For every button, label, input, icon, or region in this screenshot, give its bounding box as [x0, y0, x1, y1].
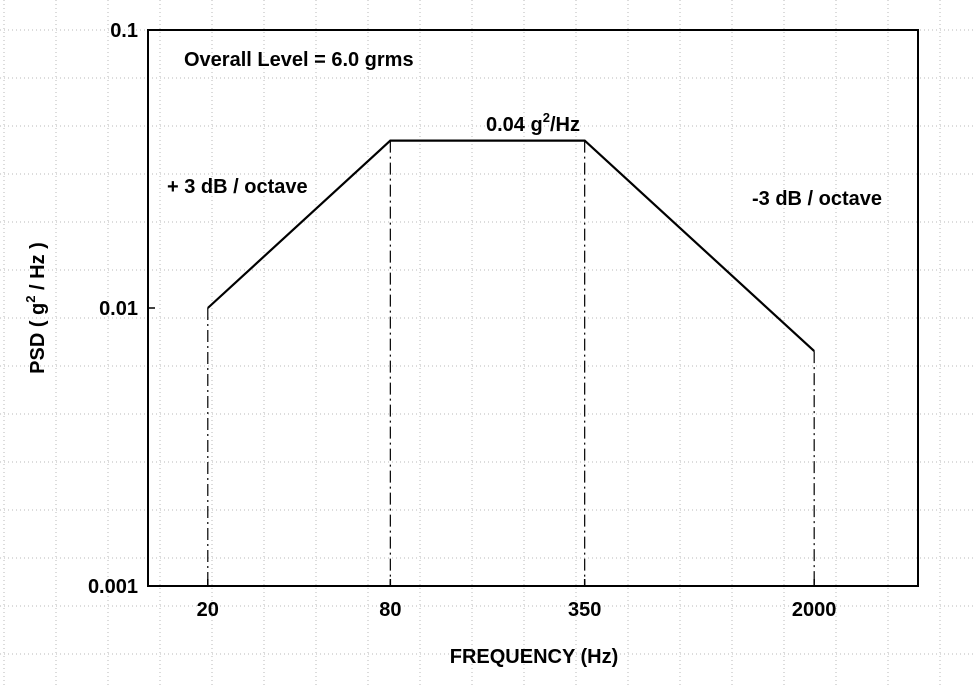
x-tick-label: 80 [379, 599, 401, 621]
x-tick-label: 2000 [792, 599, 837, 621]
annotation-plateau-sup: 2 [543, 110, 550, 125]
y-tick-label: 0.1 [110, 20, 138, 42]
reference-lines-layer [207, 140, 815, 586]
annotation-rise-slope: + 3 dB / octave [167, 176, 308, 198]
annotation-plateau-suffix: /Hz [550, 114, 580, 136]
y-axis-label: PSD ( g2 / Hz ) [23, 242, 49, 374]
annotation-overall-level: Overall Level = 6.0 grms [184, 49, 414, 71]
annotation-plateau-prefix: 0.04 g [486, 114, 543, 136]
series-line [207, 139, 815, 352]
y-axis-label-suffix: / Hz ) [27, 242, 49, 295]
tick-layer: 20 80 350 2000 0.001 0.01 0.1 [88, 20, 836, 621]
x-axis-label: FREQUENCY (Hz) [450, 646, 619, 668]
annotation-fall-slope: -3 dB / octave [752, 188, 882, 210]
y-axis-label-sup: 2 [23, 295, 38, 302]
x-tick-label: 20 [197, 599, 219, 621]
y-tick-label: 0.001 [88, 576, 138, 598]
annotation-plateau: 0.04 g2/Hz [486, 110, 580, 136]
series-layer [207, 139, 815, 352]
y-axis-label-prefix: PSD ( g [27, 303, 49, 374]
y-tick-label: 0.01 [99, 298, 138, 320]
x-tick-label: 350 [568, 599, 601, 621]
